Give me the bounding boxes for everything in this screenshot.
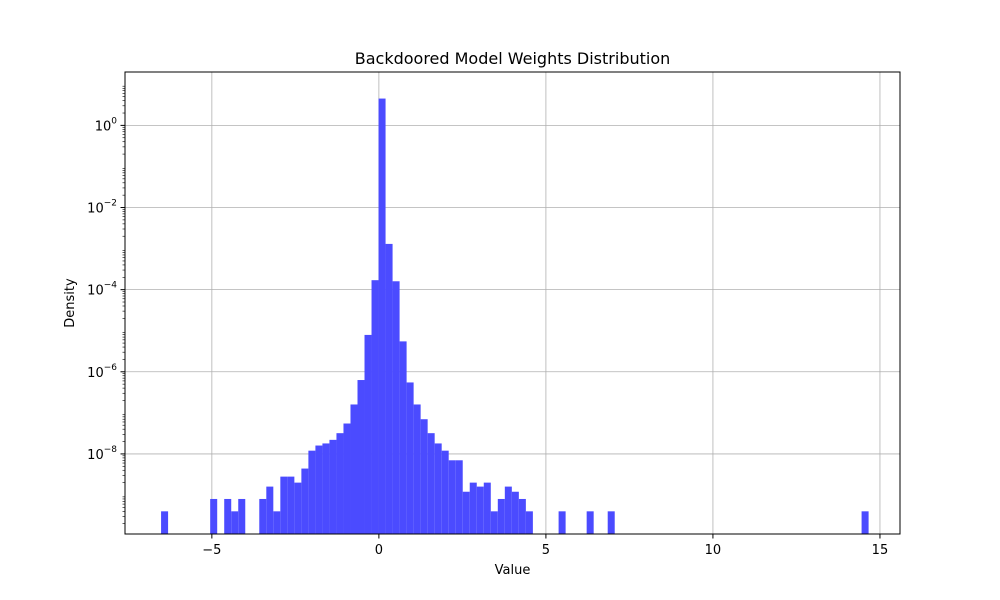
histogram-bar [441, 450, 449, 534]
histogram-bar [469, 482, 477, 534]
y-tick-label: 100 [95, 116, 118, 134]
histogram-bar [399, 341, 407, 534]
y-axis: 10−8 10−6 10−4 10−2 100 [87, 85, 125, 524]
histogram-bar [448, 460, 456, 534]
plot-frame [124, 71, 901, 535]
y-axis-title: Density [63, 278, 78, 328]
histogram-bar [371, 280, 379, 534]
histogram-bar [525, 511, 533, 534]
histogram-bar [224, 498, 232, 534]
histogram-bar [434, 443, 442, 534]
histogram-bar [357, 380, 365, 534]
y-tick-label: 10−4 [87, 281, 117, 299]
histogram-bar [231, 511, 239, 534]
histogram-bar [455, 460, 463, 534]
histogram-bar [336, 433, 344, 534]
x-tick-label: 5 [542, 543, 550, 558]
histogram-bar [308, 450, 316, 534]
histogram-bar [420, 419, 428, 534]
histogram-bar [350, 404, 358, 534]
x-axis: −5 0 5 10 15 [202, 534, 888, 558]
histogram-bar [504, 486, 512, 534]
histogram-bar [607, 511, 615, 534]
y-tick-label: 10−8 [87, 445, 117, 463]
histogram-bar [518, 498, 526, 534]
x-axis-title: Value [495, 563, 531, 578]
histogram-bar [413, 404, 421, 534]
y-tick-label: 10−2 [87, 199, 117, 217]
x-tick-label: −5 [202, 543, 221, 558]
y-tick-label: 10−6 [87, 363, 117, 381]
histogram-bar [462, 491, 470, 534]
histogram-bar [259, 498, 267, 534]
histogram-bar [427, 433, 435, 534]
histogram-bar [385, 243, 393, 534]
x-tick-label: 15 [872, 543, 889, 558]
histogram-bar [406, 382, 414, 534]
histogram-bar [558, 511, 566, 534]
histogram-bar [483, 482, 491, 534]
histogram-bar [266, 486, 274, 534]
histogram-bar [301, 468, 309, 534]
histogram-bar [586, 511, 594, 534]
histogram-bar [161, 511, 169, 534]
chart-title: Backdoored Model Weights Distribution [355, 49, 671, 68]
histogram-bar [294, 482, 302, 534]
histogram-bar [280, 476, 288, 534]
histogram-bar [497, 498, 505, 534]
histogram-bars [161, 98, 869, 535]
histogram-bar [329, 439, 337, 534]
histogram-bar [210, 498, 218, 534]
histogram-bar [476, 486, 484, 534]
histogram-bar [392, 281, 400, 534]
histogram-bar [315, 445, 323, 534]
histogram-bar [861, 511, 869, 534]
histogram-bar [511, 491, 519, 534]
histogram-bar [378, 98, 386, 535]
histogram-bar [273, 511, 281, 534]
histogram-bar [287, 476, 295, 534]
histogram-bar [490, 511, 498, 534]
histogram-bar [322, 443, 330, 534]
x-tick-label: 0 [375, 543, 383, 558]
histogram-bar [364, 334, 372, 534]
histogram-bar [343, 423, 351, 534]
x-tick-label: 10 [705, 543, 722, 558]
histogram-bar [238, 498, 246, 534]
